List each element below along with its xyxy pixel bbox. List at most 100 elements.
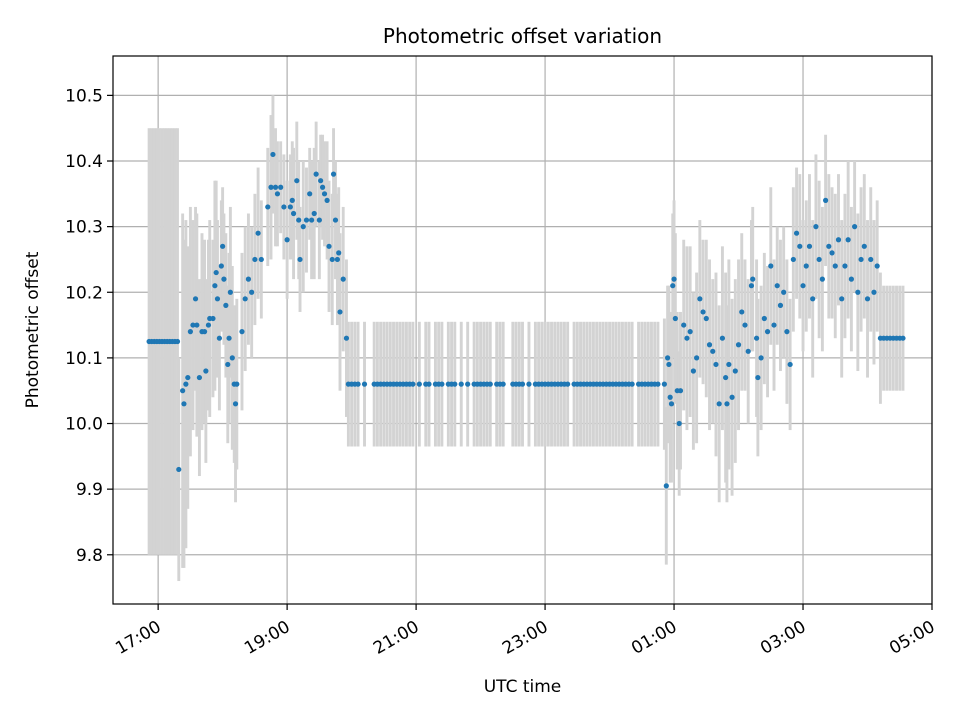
data-point — [755, 374, 761, 381]
data-point — [797, 243, 803, 249]
data-point — [203, 368, 209, 374]
data-point — [223, 302, 229, 308]
data-point — [526, 381, 532, 387]
data-point — [684, 335, 690, 341]
y-tick-label: 9.9 — [76, 480, 103, 500]
data-point — [355, 381, 361, 387]
data-point — [426, 381, 432, 387]
data-point — [864, 296, 871, 302]
data-point — [332, 217, 339, 223]
data-point — [723, 374, 729, 381]
data-point — [249, 289, 255, 295]
data-point — [790, 256, 796, 263]
data-point — [687, 329, 693, 335]
data-point — [664, 355, 671, 361]
data-point — [284, 237, 290, 243]
data-point — [307, 191, 313, 197]
data-point — [519, 381, 526, 387]
data-point — [289, 197, 295, 203]
data-point — [326, 243, 332, 249]
data-point — [319, 184, 326, 190]
data-point — [218, 263, 224, 269]
data-point — [713, 361, 719, 368]
data-point — [764, 329, 771, 335]
data-point — [225, 361, 231, 368]
data-point — [671, 276, 677, 282]
data-point — [835, 237, 842, 243]
data-point — [329, 256, 335, 263]
data-point — [324, 197, 330, 203]
data-point — [793, 230, 800, 236]
data-point — [655, 381, 661, 387]
data-point — [337, 309, 343, 315]
data-point — [771, 322, 777, 328]
data-point — [220, 243, 226, 249]
data-point — [861, 243, 867, 249]
data-point — [268, 184, 274, 190]
data-point — [361, 381, 368, 387]
x-axis-label: UTC time — [484, 677, 562, 697]
data-point — [819, 276, 825, 282]
data-point — [213, 269, 219, 276]
data-point — [726, 361, 732, 368]
data-point — [787, 361, 793, 368]
data-point — [303, 217, 310, 223]
data-point — [667, 394, 673, 400]
data-point — [858, 256, 864, 263]
data-point — [739, 309, 745, 315]
y-tick-label: 10.0 — [65, 415, 103, 435]
data-point — [868, 256, 874, 263]
data-point — [181, 401, 187, 407]
data-point — [174, 338, 181, 345]
data-point — [845, 237, 851, 243]
data-point — [214, 296, 221, 302]
data-point — [768, 263, 774, 269]
data-point — [742, 322, 748, 328]
data-point — [666, 361, 672, 368]
data-point — [753, 335, 760, 341]
data-point — [245, 276, 252, 282]
data-point — [716, 401, 722, 407]
data-point — [729, 394, 735, 400]
plot-frame — [112, 55, 933, 605]
data-point — [183, 381, 189, 387]
data-point — [227, 289, 233, 295]
data-point — [668, 401, 675, 407]
data-point — [212, 283, 218, 289]
data-point — [774, 283, 780, 289]
data-point — [311, 210, 317, 217]
data-point — [229, 355, 235, 361]
data-point — [629, 381, 635, 387]
data-point — [410, 381, 416, 387]
data-point — [663, 483, 669, 489]
y-tick-label: 10.4 — [65, 152, 103, 172]
data-point — [232, 401, 239, 407]
y-axis-label: Photometric offset — [23, 251, 43, 408]
data-point — [842, 263, 848, 269]
data-point — [839, 296, 845, 302]
y-tick-label: 10.3 — [65, 218, 103, 238]
data-point — [192, 296, 199, 302]
data-point — [750, 276, 756, 282]
data-point — [676, 420, 682, 427]
y-tick-label: 10.5 — [65, 86, 103, 106]
data-point — [187, 329, 193, 335]
data-point — [265, 204, 271, 210]
data-point — [334, 256, 341, 263]
data-point — [810, 296, 816, 302]
data-point — [703, 315, 709, 322]
data-point — [816, 256, 822, 263]
data-point — [205, 322, 212, 328]
data-point — [216, 335, 223, 341]
data-point — [822, 197, 829, 203]
data-point — [800, 283, 806, 289]
data-point — [724, 401, 730, 407]
data-point — [300, 224, 306, 230]
data-point — [318, 178, 324, 184]
data-point — [190, 322, 196, 328]
chart-title: Photometric offset variation — [383, 24, 662, 48]
data-point — [290, 210, 297, 217]
data-point — [330, 171, 337, 177]
data-point — [758, 355, 764, 361]
data-point — [848, 276, 854, 282]
